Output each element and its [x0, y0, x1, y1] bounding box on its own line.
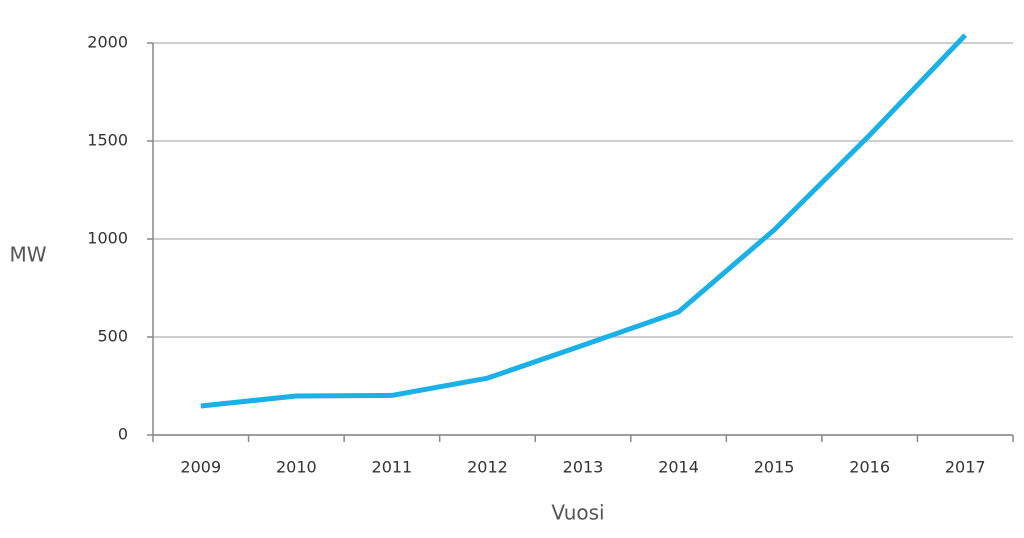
y-tick-label: 500: [97, 327, 128, 346]
x-tick-label: 2014: [658, 458, 699, 477]
x-tick-label: 2017: [945, 458, 986, 477]
x-tick-label: 2010: [276, 458, 317, 477]
y-tick-label: 2000: [87, 33, 128, 52]
x-tick-label: 2016: [849, 458, 890, 477]
y-tick-label: 1500: [87, 131, 128, 150]
x-tick-label: 2012: [467, 458, 508, 477]
x-tick-label: 2015: [754, 458, 795, 477]
x-tick-label: 2011: [372, 458, 413, 477]
x-tick-label: 2013: [563, 458, 604, 477]
x-axis-label: Vuosi: [551, 501, 604, 525]
x-tick-label: 2009: [180, 458, 221, 477]
y-tick-label: 1000: [87, 229, 128, 248]
data-line: [200, 33, 968, 409]
y-axis-label: MW: [9, 243, 46, 267]
y-tick-label: 0: [118, 425, 128, 444]
